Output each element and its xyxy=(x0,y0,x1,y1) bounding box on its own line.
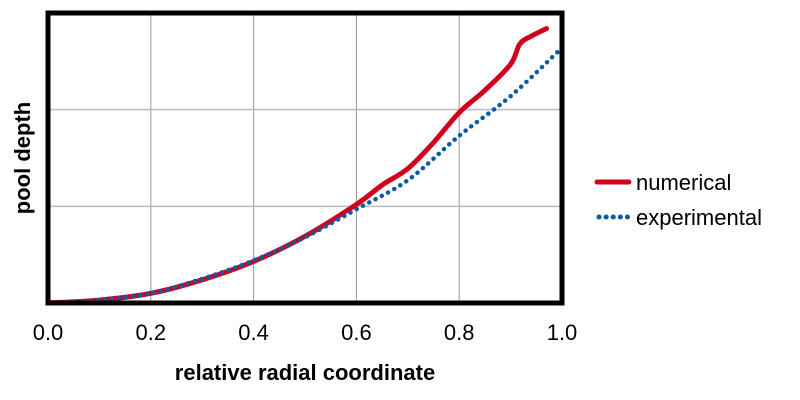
x-tick-label: 0.0 xyxy=(33,320,64,345)
x-axis-label: relative radial coordinate xyxy=(175,360,435,385)
legend-label-numerical: numerical xyxy=(636,170,731,195)
x-tick-label: 1.0 xyxy=(547,320,578,345)
plot-frame xyxy=(45,10,565,306)
x-tick-label: 0.4 xyxy=(238,320,269,345)
series-line-numerical xyxy=(45,25,550,306)
y-axis-label: pool depth xyxy=(10,102,35,214)
grid xyxy=(48,13,562,303)
series-lines xyxy=(45,25,565,306)
series-line-experimental xyxy=(45,45,565,306)
legend-label-experimental: experimental xyxy=(636,205,762,230)
x-tick-label: 0.2 xyxy=(136,320,167,345)
x-tick-label: 0.6 xyxy=(341,320,372,345)
x-tick-label: 0.8 xyxy=(444,320,475,345)
x-tick-labels: 0.0 0.2 0.4 0.6 0.8 1.0 xyxy=(33,320,578,345)
legend: numerical experimental xyxy=(594,170,762,230)
